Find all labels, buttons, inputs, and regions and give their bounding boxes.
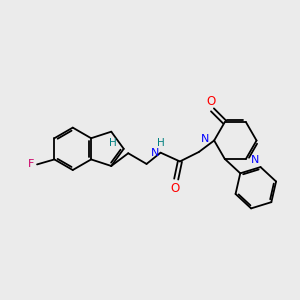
Text: H: H (109, 138, 117, 148)
Text: O: O (170, 182, 179, 195)
Text: H: H (157, 138, 164, 148)
Text: F: F (28, 159, 35, 170)
Text: N: N (152, 148, 160, 158)
Text: N: N (200, 134, 209, 144)
Text: N: N (251, 155, 260, 165)
Text: O: O (206, 95, 216, 108)
